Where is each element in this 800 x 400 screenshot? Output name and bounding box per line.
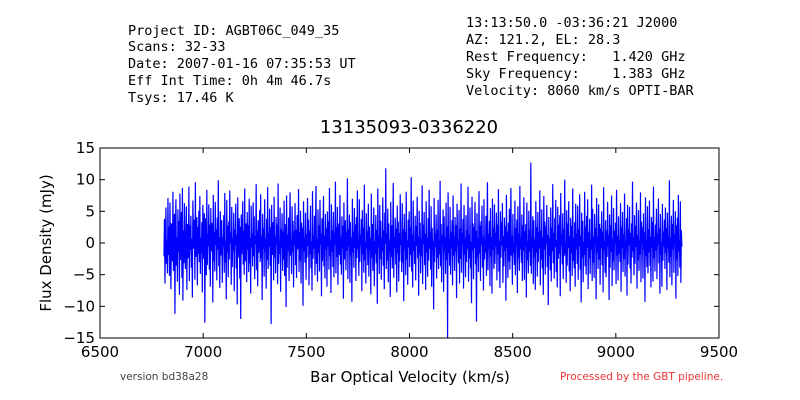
pipeline-note: Processed by the GBT pipeline. [560, 371, 723, 383]
x-tick-label: 8500 [494, 343, 532, 361]
series-line [163, 162, 683, 338]
x-tick-label: 7000 [184, 343, 222, 361]
x-tick-label: 9000 [597, 343, 635, 361]
header-velocity: Velocity: 8060 km/s OPTI-BAR [466, 83, 694, 99]
plot-area: 6500 7000 7500 8000 8500 9000 9500 −15 −10 −5 0 5 1… [63, 139, 738, 361]
chart-title: 13135093-0336220 [320, 117, 498, 138]
y-axis-ticks: −15 −10 −5 0 5 10 15 [63, 139, 719, 347]
header-tsys: Tsys: 17.46 K [128, 90, 235, 106]
version-note: version bd38a28 [120, 371, 208, 383]
y-tick-label: 15 [76, 139, 95, 157]
header-scans: Scans: 32-33 [128, 39, 226, 55]
x-tick-label: 9500 [700, 343, 738, 361]
header-az-el: AZ: 121.2, EL: 28.3 [466, 32, 620, 48]
y-tick-label: 5 [85, 202, 95, 220]
x-tick-label: 7500 [287, 343, 325, 361]
header-date: Date: 2007-01-16 07:35:53 UT [128, 56, 356, 72]
y-tick-label: −10 [63, 297, 95, 315]
y-tick-label: 10 [76, 171, 95, 189]
header-sky-frequency: Sky Frequency: 1.383 GHz [466, 66, 685, 82]
y-tick-label: −5 [73, 266, 95, 284]
x-axis-ticks: 6500 7000 7500 8000 8500 9000 9500 [81, 148, 738, 361]
header-eff-int-time: Eff Int Time: 0h 4m 46.7s [128, 73, 331, 89]
header-project-id: Project ID: AGBT06C_049_35 [128, 23, 339, 39]
x-tick-label: 6500 [81, 343, 119, 361]
y-axis-label: Flux Density (mJy) [37, 174, 55, 311]
y-tick-label: −15 [63, 329, 95, 347]
header-rest-frequency: Rest Frequency: 1.420 GHz [466, 49, 685, 65]
x-tick-label: 8000 [390, 343, 428, 361]
header-coordinates: 13:13:50.0 -03:36:21 J2000 [466, 15, 677, 31]
y-tick-label: 0 [85, 234, 95, 252]
x-axis-label: Bar Optical Velocity (km/s) [310, 368, 510, 386]
